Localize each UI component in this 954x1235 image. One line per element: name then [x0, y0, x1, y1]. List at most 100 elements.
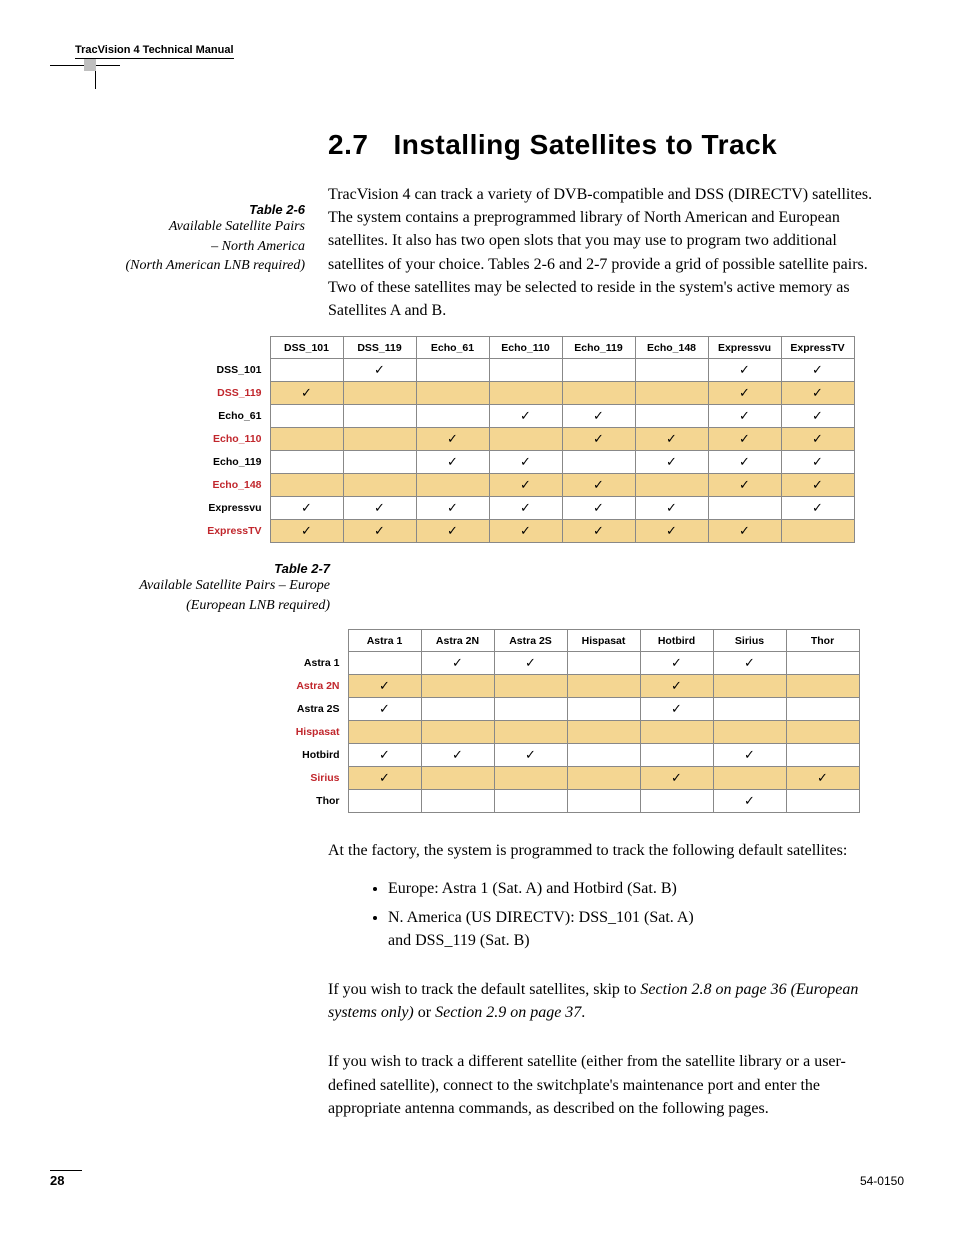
- grid-cell: [640, 767, 713, 790]
- grid-cell: [270, 405, 343, 428]
- table27: Astra 1Astra 2NAstra 2SHispasatHotbirdSi…: [270, 629, 860, 813]
- grid-cell: [489, 428, 562, 451]
- grid-cell: [489, 405, 562, 428]
- grid-cell: [781, 474, 854, 497]
- grid-cell: [421, 675, 494, 698]
- bullet-europe: Europe: Astra 1 (Sat. A) and Hotbird (Sa…: [388, 877, 868, 900]
- grid-cell: [708, 359, 781, 382]
- different-sat-para: If you wish to track a different satelli…: [328, 1050, 883, 1120]
- grid-cell: [781, 520, 854, 543]
- grid-cell: [421, 652, 494, 675]
- grid-cell: [494, 744, 567, 767]
- col-header: Echo_110: [489, 337, 562, 359]
- grid-cell: [348, 675, 421, 698]
- table27-caption: Table 2-7 Available Satellite Pairs – Eu…: [70, 561, 330, 615]
- grid-cell: [567, 698, 640, 721]
- grid-cell: [489, 474, 562, 497]
- row-header: Echo_119: [190, 451, 270, 474]
- grid-cell: [416, 520, 489, 543]
- grid-cell: [562, 382, 635, 405]
- grid-cell: [270, 474, 343, 497]
- grid-cell: [786, 767, 859, 790]
- grid-cell: [348, 790, 421, 813]
- grid-cell: [640, 790, 713, 813]
- default-sat-list: Europe: Astra 1 (Sat. A) and Hotbird (Sa…: [368, 877, 868, 953]
- grid-cell: [489, 520, 562, 543]
- grid-cell: [781, 359, 854, 382]
- row-header: Sirius: [270, 767, 348, 790]
- table26-desc3: (North American LNB required): [50, 256, 305, 276]
- row-header: Hispasat: [270, 721, 348, 744]
- row-header: ExpressTV: [190, 520, 270, 543]
- page-footer: 28 54-0150: [50, 1170, 904, 1188]
- grid-cell: [494, 721, 567, 744]
- grid-cell: [343, 451, 416, 474]
- grid-cell: [421, 790, 494, 813]
- grid-cell: [416, 428, 489, 451]
- col-header: Echo_61: [416, 337, 489, 359]
- grid-cell: [640, 744, 713, 767]
- link-section-29[interactable]: Section 2.9 on page 37: [435, 1004, 581, 1021]
- grid-cell: [708, 497, 781, 520]
- grid-cell: [494, 767, 567, 790]
- grid-cell: [416, 382, 489, 405]
- row-header: Astra 2S: [270, 698, 348, 721]
- table27-desc1: Available Satellite Pairs – Europe: [70, 576, 330, 596]
- grid-cell: [786, 721, 859, 744]
- grid-cell: [421, 744, 494, 767]
- grid-cell: [781, 405, 854, 428]
- col-header: Astra 2S: [494, 630, 567, 652]
- grid-cell: [562, 520, 635, 543]
- factory-para: At the factory, the system is programmed…: [328, 839, 883, 862]
- grid-cell: [270, 497, 343, 520]
- grid-cell: [348, 698, 421, 721]
- grid-cell: [786, 675, 859, 698]
- grid-cell: [713, 744, 786, 767]
- grid-cell: [421, 721, 494, 744]
- grid-cell: [635, 497, 708, 520]
- table26-caption: Table 2-6 Available Satellite Pairs – No…: [50, 202, 305, 276]
- grid-cell: [567, 652, 640, 675]
- grid-cell: [343, 474, 416, 497]
- grid-cell: [567, 744, 640, 767]
- grid-cell: [781, 428, 854, 451]
- grid-cell: [270, 520, 343, 543]
- section-number: 2.7: [328, 129, 368, 161]
- grid-cell: [781, 451, 854, 474]
- grid-cell: [567, 721, 640, 744]
- col-header: DSS_101: [270, 337, 343, 359]
- table27-desc2: (European LNB required): [70, 596, 330, 616]
- section-title-text: Installing Satellites to Track: [393, 129, 777, 160]
- row-header: Echo_110: [190, 428, 270, 451]
- page-number: 28: [50, 1170, 82, 1188]
- grid-cell: [786, 744, 859, 767]
- grid-cell: [781, 497, 854, 520]
- col-header: Astra 1: [348, 630, 421, 652]
- manual-title: TracVision 4 Technical Manual: [75, 44, 234, 59]
- grid-cell: [348, 744, 421, 767]
- col-header: Sirius: [713, 630, 786, 652]
- grid-cell: [416, 359, 489, 382]
- grid-cell: [786, 698, 859, 721]
- grid-cell: [494, 675, 567, 698]
- table27-label: Table 2-7: [70, 561, 330, 576]
- table26: DSS_101DSS_119Echo_61Echo_110Echo_119Ech…: [190, 336, 855, 543]
- grid-cell: [781, 382, 854, 405]
- grid-cell: [494, 790, 567, 813]
- grid-cell: [494, 698, 567, 721]
- grid-cell: [713, 767, 786, 790]
- row-header: Astra 2N: [270, 675, 348, 698]
- grid-cell: [270, 428, 343, 451]
- grid-cell: [786, 790, 859, 813]
- grid-cell: [343, 520, 416, 543]
- grid-cell: [708, 428, 781, 451]
- row-header: Expressvu: [190, 497, 270, 520]
- grid-cell: [562, 474, 635, 497]
- grid-cell: [343, 497, 416, 520]
- grid-cell: [416, 451, 489, 474]
- table26-label: Table 2-6: [50, 202, 305, 217]
- grid-cell: [640, 698, 713, 721]
- grid-cell: [640, 675, 713, 698]
- grid-cell: [343, 359, 416, 382]
- grid-cell: [635, 382, 708, 405]
